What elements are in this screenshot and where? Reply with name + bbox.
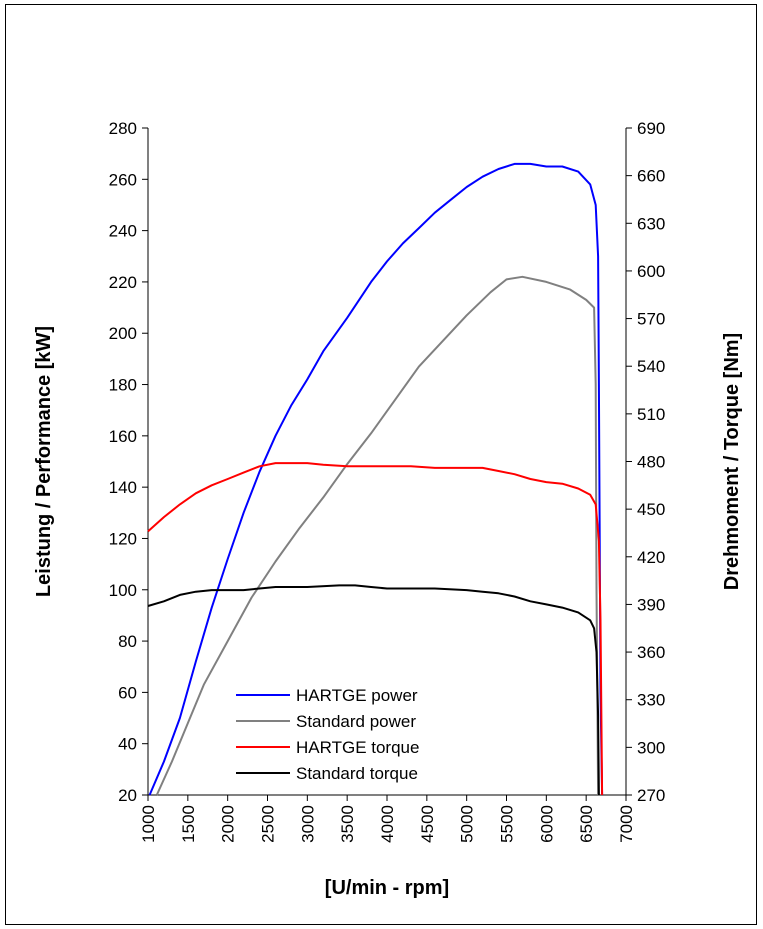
x-tick-label: 3500 [338, 805, 357, 843]
legend-label: HARTGE torque [296, 738, 419, 757]
left-y-tick-label: 120 [109, 529, 137, 548]
left-y-tick-label: 140 [109, 478, 137, 497]
right-y-tick-label: 420 [637, 548, 665, 567]
right-y-tick-label: 690 [637, 119, 665, 138]
x-tick-label: 1000 [139, 805, 158, 843]
right-y-tick-label: 450 [637, 500, 665, 519]
right-y-tick-label: 660 [637, 167, 665, 186]
series-line-hartge-power [148, 162, 604, 796]
x-tick-label: 6000 [537, 805, 556, 843]
x-tick-label: 5000 [458, 805, 477, 843]
left-y-tick-label: 280 [109, 119, 137, 138]
legend-label: Standard power [296, 712, 416, 731]
left-y-tick-label: 40 [118, 735, 137, 754]
right-y-tick-label: 270 [637, 786, 665, 805]
legend-label: Standard torque [296, 764, 418, 783]
series-layer [147, 162, 604, 796]
left-y-tick-label: 260 [109, 170, 137, 189]
right-y-tick-label: 300 [637, 738, 665, 757]
x-tick-label: 2000 [219, 805, 238, 843]
right-axis-title: Drehmoment / Torque [Nm] [721, 333, 743, 590]
series-line-standard-torque [147, 584, 600, 796]
right-y-tick-label: 360 [637, 643, 665, 662]
left-y-tick-label: 180 [109, 376, 137, 395]
right-y-tick-label: 330 [637, 691, 665, 710]
x-tick-label: 3000 [298, 805, 317, 843]
x-axis-title: [U/min - rpm] [325, 877, 449, 899]
right-y-tick-label: 540 [637, 357, 665, 376]
legend: HARTGE power Standard power HARTGE torque S… [236, 686, 419, 783]
left-y-tick-label: 100 [109, 581, 137, 600]
right-y-tick-label: 570 [637, 310, 665, 329]
x-tick-label: 5500 [498, 805, 517, 843]
left-y-tick-label: 200 [109, 324, 137, 343]
x-tick-label: 4500 [418, 805, 437, 843]
x-tick-label: 4000 [378, 805, 397, 843]
left-y-tick-label: 240 [109, 222, 137, 241]
x-tick-label: 2500 [259, 805, 278, 843]
left-axis-title: Leistung / Performance [kW] [33, 326, 55, 597]
right-y-tick-label: 600 [637, 262, 665, 281]
legend-label: HARTGE power [296, 686, 418, 705]
left-y-tick-label: 160 [109, 427, 137, 446]
right-y-tick-label: 390 [637, 595, 665, 614]
left-y-tick-label: 220 [109, 273, 137, 292]
x-tick-label: 1500 [179, 805, 198, 843]
left-y-tick-label: 80 [118, 632, 137, 651]
right-y-tick-label: 480 [637, 453, 665, 472]
series-line-standard-power [155, 275, 600, 796]
left-y-tick-label: 60 [118, 683, 137, 702]
series-line-hartge-torque [147, 462, 604, 796]
right-y-tick-label: 510 [637, 405, 665, 424]
left-y-tick-label: 20 [118, 786, 137, 805]
ticks-layer: 20 40 60 80 100 120 140 160 180 200 220 240 260 280 27… [109, 119, 666, 843]
right-y-tick-label: 630 [637, 214, 665, 233]
x-tick-label: 7000 [617, 805, 636, 843]
x-tick-label: 6500 [577, 805, 596, 843]
chart-frame [5, 4, 757, 925]
